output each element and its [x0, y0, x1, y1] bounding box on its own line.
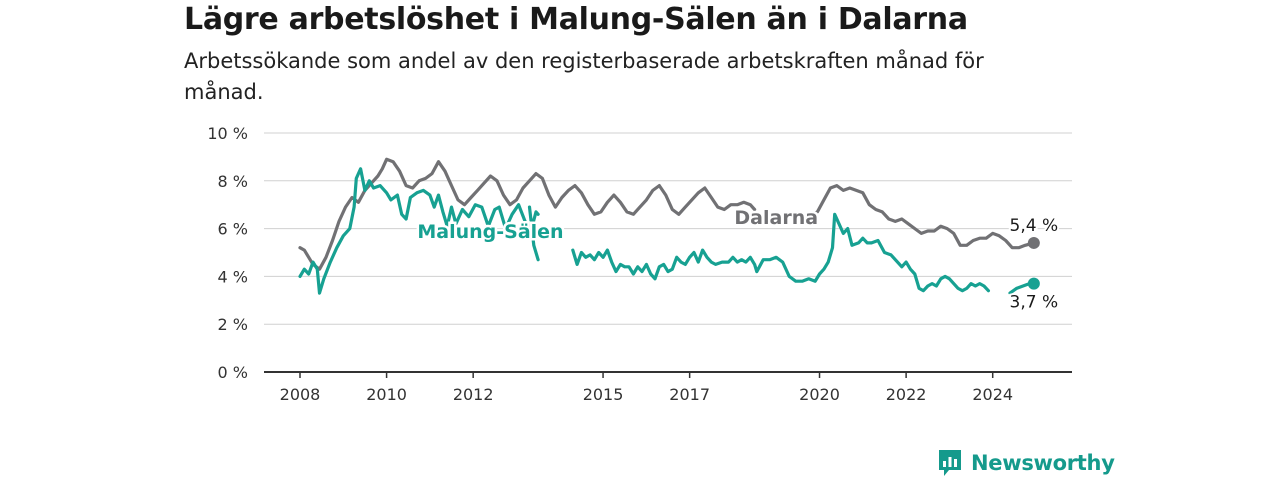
x-tick-label: 2008 — [280, 385, 321, 404]
y-tick-label: 10 % — [207, 124, 248, 143]
x-tick-label: 2012 — [453, 385, 494, 404]
y-tick-label: 4 % — [218, 267, 248, 286]
x-tick-label: 2010 — [366, 385, 407, 404]
series-line-malung-s-len — [571, 212, 990, 293]
newsworthy-logo[interactable]: Newsworthy — [937, 447, 1115, 479]
line-chart: 0 % 2 % 4 % 6 % 8 % 10 % 2008 2010 2012 2015 2017… — [207, 124, 1072, 404]
end-markers: 5,4 % 3,7 % — [1008, 214, 1061, 315]
y-tick-label: 0 % — [218, 363, 248, 382]
end-marker-dalarna — [1027, 236, 1040, 249]
newsworthy-logo-icon — [939, 450, 961, 476]
y-tick-label: 8 % — [218, 172, 248, 191]
y-tick-label: 6 % — [218, 220, 248, 239]
series-line-dalarna — [811, 184, 1036, 250]
series-annotation: Malung-Sälen — [417, 221, 563, 243]
chart-title: Lägre arbetslöshet i Malung-Sälen än i D… — [184, 2, 968, 37]
end-value-label-dalarna: 5,4 % — [1010, 216, 1059, 236]
x-tick-label: 2022 — [886, 385, 927, 404]
end-marker-malung-s-len — [1027, 277, 1040, 290]
series-annotations: Malung-Sälen Dalarna — [415, 204, 821, 245]
chart-subtitle: Arbetssökande som andel av den registerb… — [184, 49, 984, 104]
series-annotation: Dalarna — [734, 207, 818, 229]
series-line-dalarna — [298, 157, 757, 271]
x-tick-label: 2017 — [669, 385, 710, 404]
x-tick-label: 2024 — [972, 385, 1013, 404]
y-tick-labels: 0 % 2 % 4 % 6 % 8 % 10 % — [207, 124, 248, 382]
series-line-malung-s-len — [527, 205, 540, 262]
x-tick-label: 2020 — [799, 385, 840, 404]
x-axis: 2008 2010 2012 2015 2017 2020 2022 2024 — [264, 371, 1072, 404]
x-tick-label: 2015 — [583, 385, 624, 404]
end-value-label-malung-s-len: 3,7 % — [1010, 293, 1059, 313]
series-lines — [298, 157, 1036, 295]
brand-name: Newsworthy — [971, 451, 1115, 475]
series-line-malung-s-len — [298, 167, 540, 295]
y-tick-label: 2 % — [218, 315, 248, 334]
